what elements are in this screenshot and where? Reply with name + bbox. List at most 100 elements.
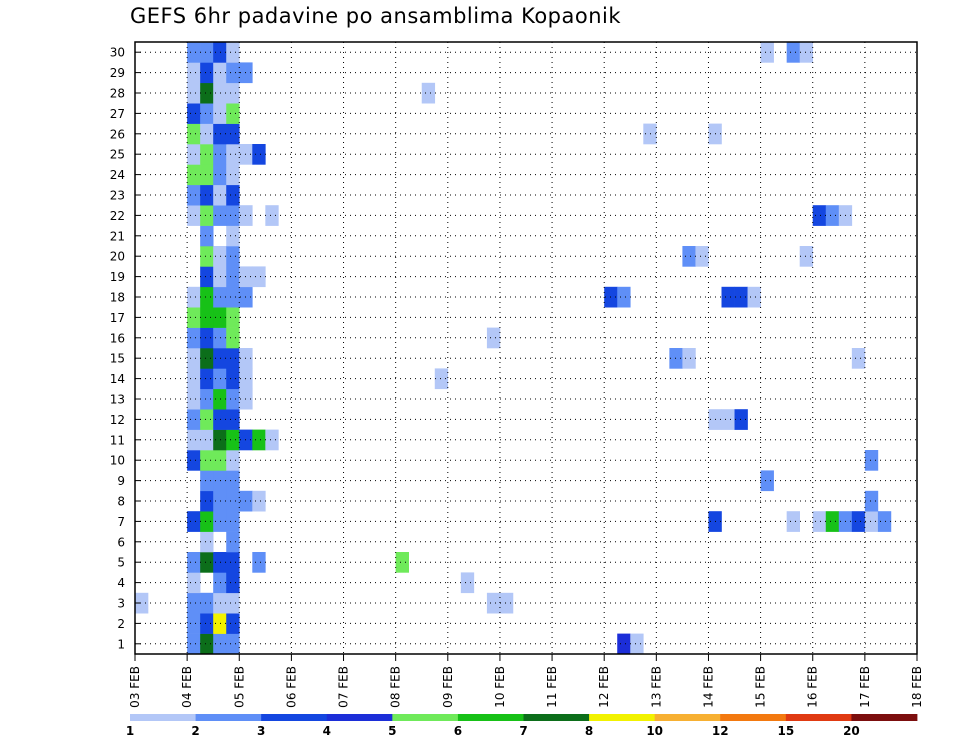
legend-color-swatch	[785, 714, 852, 721]
heatmap-cell	[682, 348, 696, 369]
heatmap-cell	[877, 511, 892, 532]
heatmap-cell	[226, 531, 240, 553]
heatmap-cell	[200, 409, 214, 430]
heatmap-cell	[187, 572, 201, 594]
legend-level-label: 6	[454, 724, 462, 738]
heatmap-cell	[213, 286, 227, 308]
heatmap-cell	[213, 123, 227, 145]
heatmap-cell	[851, 348, 866, 369]
heatmap-cell	[226, 123, 240, 145]
y-tick-label: 18	[110, 291, 125, 305]
x-tick-label: 11 FEB	[545, 666, 559, 708]
heatmap-cell	[135, 592, 149, 614]
legend-level-label: 2	[191, 724, 199, 738]
heatmap-cell	[213, 307, 227, 328]
heatmap-cell	[760, 42, 774, 63]
heatmap-cell	[200, 531, 214, 553]
heatmap-cell	[226, 470, 240, 492]
heatmap-cell	[486, 327, 501, 349]
heatmap-cell	[486, 592, 501, 614]
x-tick-label: 05 FEB	[232, 666, 246, 708]
y-tick-label: 16	[110, 331, 125, 345]
heatmap-cell	[187, 103, 201, 124]
heatmap-cell	[213, 572, 227, 594]
heatmap-cell	[226, 572, 240, 594]
y-tick-label: 17	[110, 311, 125, 325]
heatmap-cell	[213, 62, 227, 84]
heatmap-cell	[747, 286, 761, 308]
legend-color-swatch	[589, 714, 656, 721]
heatmap-cell	[799, 246, 814, 267]
heatmap-cell	[252, 144, 266, 165]
heatmap-cell	[864, 450, 879, 471]
heatmap-cell	[187, 348, 201, 369]
heatmap-cell	[200, 552, 214, 573]
heatmap-cell	[213, 42, 227, 63]
heatmap-cell	[213, 327, 227, 349]
y-tick-label: 3	[117, 597, 125, 611]
y-tick-label: 13	[110, 393, 125, 407]
heatmap-cell	[226, 348, 240, 369]
y-tick-label: 28	[110, 87, 125, 101]
y-tick-label: 21	[110, 229, 125, 243]
heatmap-cell	[213, 266, 227, 288]
legend-level-label: 5	[388, 724, 396, 738]
heatmap-cell	[734, 286, 748, 308]
heatmap-cell	[226, 490, 240, 512]
heatmap-cell	[213, 184, 227, 206]
legend-color-swatch	[392, 714, 459, 721]
legend-color-swatch	[326, 714, 393, 721]
x-tick-label: 17 FEB	[858, 666, 872, 708]
y-tick-label: 24	[110, 168, 125, 182]
y-tick-label: 26	[110, 127, 125, 141]
x-tick-label: 08 FEB	[389, 666, 403, 708]
x-tick-label: 09 FEB	[441, 666, 455, 708]
y-tick-label: 14	[110, 372, 125, 386]
heatmap-cell	[200, 225, 214, 247]
x-tick-label: 10 FEB	[493, 666, 507, 708]
heatmap-cell	[682, 246, 696, 267]
x-tick-label: 18 FEB	[910, 666, 924, 708]
y-tick-label: 10	[110, 454, 125, 468]
heatmap-cell	[226, 429, 240, 451]
legend-color-swatch	[261, 714, 328, 721]
legend-level-label: 1	[126, 724, 134, 738]
heatmap-cell	[213, 348, 227, 369]
legend-color-swatch	[720, 714, 787, 721]
heatmap-cell	[200, 205, 214, 226]
heatmap-cell	[213, 205, 227, 226]
x-tick-label: 12 FEB	[597, 666, 611, 708]
heatmap-cell	[200, 613, 214, 634]
heatmap-cell	[226, 225, 240, 247]
heatmap-cell	[200, 388, 214, 410]
x-tick-label: 07 FEB	[337, 666, 351, 708]
heatmap-cell	[187, 42, 201, 63]
heatmap-cell	[200, 42, 214, 63]
legend-color-swatch	[851, 714, 918, 721]
heatmap-cell	[187, 123, 201, 145]
y-tick-label: 11	[110, 433, 125, 447]
heatmap-cell	[187, 144, 201, 165]
heatmap-cell	[226, 184, 240, 206]
y-tick-label: 2	[117, 617, 125, 631]
heatmap-cell	[200, 184, 214, 206]
heatmap-cell	[187, 633, 201, 655]
legend-color-swatch	[523, 714, 590, 721]
heatmap-cell	[226, 307, 240, 328]
heatmap-cell	[226, 592, 240, 614]
heatmap-cell	[643, 123, 657, 145]
heatmap-cell	[213, 490, 227, 512]
heatmap-cell	[213, 429, 227, 451]
x-tick-label: 16 FEB	[806, 666, 820, 708]
heatmap-cell	[734, 409, 748, 430]
heatmap-cell	[213, 246, 227, 267]
heatmap-cell	[721, 409, 735, 430]
heatmap-cell	[226, 42, 240, 63]
heatmap-cell	[213, 388, 227, 410]
heatmap-cell	[695, 246, 709, 267]
legend-level-label: 10	[646, 724, 663, 738]
heatmap-cell	[200, 123, 214, 145]
heatmap-cell	[460, 572, 475, 594]
heatmap-cell	[252, 552, 266, 573]
